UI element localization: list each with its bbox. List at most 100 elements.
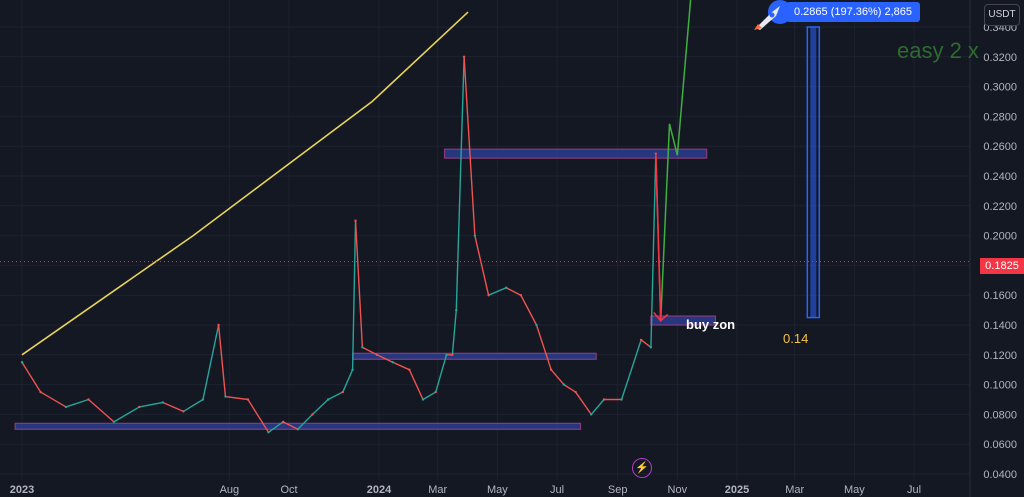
price-segment — [650, 153, 657, 348]
price-point — [504, 286, 508, 289]
price-point — [87, 398, 90, 401]
price-point — [39, 390, 42, 394]
price-point — [354, 219, 357, 222]
price-point — [519, 294, 523, 297]
price-segment — [520, 294, 538, 326]
price-segment — [297, 413, 313, 430]
price-segment — [162, 401, 184, 413]
price-segment — [451, 310, 457, 355]
price-segment — [247, 399, 270, 433]
price-segment — [217, 324, 227, 397]
price-segment — [21, 361, 42, 393]
price-segment — [505, 287, 522, 296]
y-tick-label: 0.2000 — [983, 231, 1017, 243]
rocket-icon — [754, 0, 792, 30]
price-point — [112, 420, 116, 424]
y-tick-label: 0.2800 — [983, 111, 1017, 123]
y-tick-label: 0.0800 — [983, 409, 1017, 421]
x-tick-label: Aug — [220, 484, 240, 496]
drop-arrow-head — [653, 312, 669, 322]
price-point — [64, 405, 68, 409]
price-point — [408, 368, 411, 371]
price-point — [341, 390, 345, 394]
price-point — [434, 390, 437, 394]
x-tick-label: 2024 — [367, 484, 392, 496]
price-segment — [463, 56, 476, 236]
x-tick-label: 2023 — [10, 484, 34, 496]
price-point — [590, 413, 593, 416]
x-tick-label: May — [844, 484, 865, 496]
price-segment — [362, 346, 378, 356]
x-tick-label: Oct — [280, 484, 297, 496]
price-point — [535, 323, 538, 327]
price-point — [421, 398, 425, 401]
x-tick-label: Jul — [907, 484, 921, 496]
price-point — [281, 420, 285, 424]
price-segment — [282, 421, 299, 430]
price-point — [375, 353, 379, 356]
price-point — [182, 410, 185, 413]
y-tick-label: 0.1000 — [983, 380, 1017, 392]
y-tick-label: 0.2600 — [983, 141, 1017, 153]
price-segment — [202, 324, 220, 400]
price-point — [562, 383, 566, 386]
y-tick-label: 0.1600 — [983, 290, 1017, 302]
price-point — [296, 428, 300, 431]
price-point — [455, 308, 458, 312]
currency-button[interactable]: USDT — [984, 4, 1020, 26]
price-segment — [590, 399, 605, 415]
price-point — [326, 398, 330, 401]
price-segment — [563, 384, 576, 393]
price-point — [487, 294, 490, 297]
price-point — [20, 361, 24, 364]
price-segment — [535, 324, 552, 370]
y-axis: 0.0400 0.0600 0.0800 0.1000 0.1200 0.1400 0.16… — [969, 0, 1017, 497]
price-point — [445, 353, 448, 356]
zone-rect — [443, 148, 708, 159]
price-segment — [268, 421, 284, 433]
price-point — [574, 390, 577, 394]
price-segment — [640, 339, 652, 348]
x-tick-label: 2025 — [725, 484, 749, 496]
price-point — [361, 346, 364, 349]
y-tick-label: 0.1400 — [983, 320, 1017, 332]
zone-rect — [352, 352, 597, 360]
x-tick-label: Nov — [668, 484, 688, 496]
y-tick-label: 0.1200 — [983, 350, 1017, 362]
price-point — [620, 398, 623, 401]
overlay-layer — [0, 0, 970, 322]
price-segment — [435, 354, 448, 393]
price-point — [138, 405, 141, 409]
price-segment — [113, 406, 140, 423]
level-label: 0.14 — [783, 331, 809, 346]
x-tick-label: Jul — [550, 484, 564, 496]
price-point — [201, 398, 205, 401]
trendline — [21, 11, 469, 356]
measure-bar-fill — [810, 27, 817, 318]
y-tick-label: 0.2400 — [983, 171, 1017, 183]
price-point — [473, 234, 477, 237]
y-tick-label: 0.3000 — [983, 82, 1017, 94]
price-segment — [376, 354, 394, 363]
drop-arrow-line — [655, 153, 662, 321]
price-point — [351, 368, 354, 371]
y-tick-label: 0.2200 — [983, 201, 1017, 213]
price-point — [217, 323, 220, 327]
buy-zone-label: buy zon — [686, 317, 736, 332]
price-point — [161, 401, 165, 404]
price-point — [391, 361, 394, 364]
lightning-icon[interactable]: ⚡ — [632, 458, 652, 478]
y-tick-label: 0.0600 — [983, 439, 1017, 451]
price-point — [224, 395, 227, 398]
price-segment — [139, 401, 163, 408]
price-segment — [575, 391, 592, 415]
price-segment — [550, 369, 565, 386]
price-segment — [312, 398, 329, 415]
price-segment — [65, 398, 89, 408]
zones — [14, 148, 717, 430]
current-price-tag: 0.1825 — [980, 258, 1024, 274]
price-point — [267, 431, 270, 434]
grid — [0, 0, 970, 480]
price-segment — [408, 369, 424, 400]
